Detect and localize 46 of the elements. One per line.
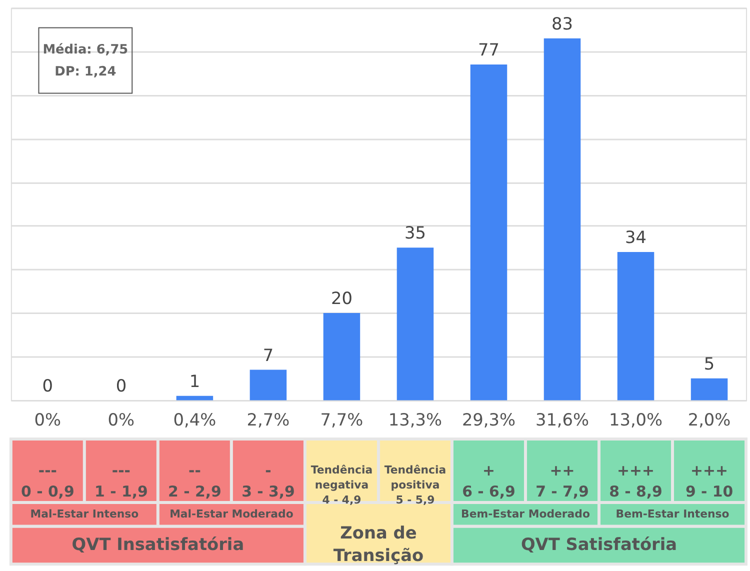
data-label: 77 bbox=[478, 40, 500, 60]
text: --- 0 - 0,9 bbox=[21, 462, 74, 501]
bar bbox=[690, 378, 728, 400]
data-label: 83 bbox=[552, 13, 573, 34]
text: Tendência positiva 5 - 5,9 bbox=[384, 464, 446, 507]
x-tick-label: 0,4% bbox=[173, 410, 216, 430]
bar bbox=[470, 64, 508, 400]
x-tick-label: 7,7% bbox=[320, 410, 364, 430]
bar bbox=[617, 252, 654, 400]
text: Bem-Estar Intenso bbox=[616, 507, 730, 520]
x-tick-label: 13,0% bbox=[608, 410, 663, 430]
bar bbox=[250, 370, 287, 400]
text: Tendência negativa 4 - 4,9 bbox=[310, 464, 373, 507]
text: -- 2 - 2,9 bbox=[168, 462, 222, 501]
text: Mal-Estar Intenso bbox=[30, 507, 140, 520]
bar bbox=[396, 248, 434, 400]
text: +++ 9 - 10 bbox=[685, 462, 734, 501]
x-tick-label: 29,3% bbox=[462, 410, 516, 430]
text: Zona de Transição bbox=[333, 522, 424, 566]
data-label: 1 bbox=[189, 370, 200, 391]
x-tick-label: 13,3% bbox=[388, 410, 442, 430]
data-label: 34 bbox=[625, 227, 647, 248]
text: +++ 8 - 8,9 bbox=[609, 462, 662, 501]
data-label: 0 bbox=[42, 375, 54, 396]
text: --- 1 - 1,9 bbox=[94, 462, 148, 501]
data-label: 5 bbox=[704, 353, 715, 374]
bar bbox=[176, 396, 214, 400]
annotation: Média: 6,75 DP: 1,24 bbox=[42, 42, 128, 80]
text: + 6 - 6,9 bbox=[462, 462, 516, 501]
x-tick-label: 31,6% bbox=[535, 410, 590, 430]
bar bbox=[323, 313, 360, 400]
data-label: 35 bbox=[404, 222, 426, 243]
text: Mal-Estar Moderado bbox=[170, 507, 294, 520]
data-label: 7 bbox=[262, 344, 274, 365]
text: QVT Satisfatória bbox=[520, 534, 678, 554]
text: QVT Insatisfatória bbox=[72, 534, 244, 554]
x-tick-label: 2,7% bbox=[246, 410, 290, 430]
text: - 3 - 3,9 bbox=[242, 462, 295, 501]
x-tick-label: 0% bbox=[34, 410, 62, 430]
text: Bem-Estar Moderado bbox=[461, 507, 590, 520]
x-tick-label: 2,0% bbox=[688, 410, 731, 430]
text: ++ 7 - 7,9 bbox=[536, 462, 589, 501]
bar bbox=[544, 38, 581, 400]
x-tick-label: 0% bbox=[108, 410, 135, 430]
data-label: 0 bbox=[116, 375, 127, 396]
data-label: 20 bbox=[330, 288, 352, 308]
